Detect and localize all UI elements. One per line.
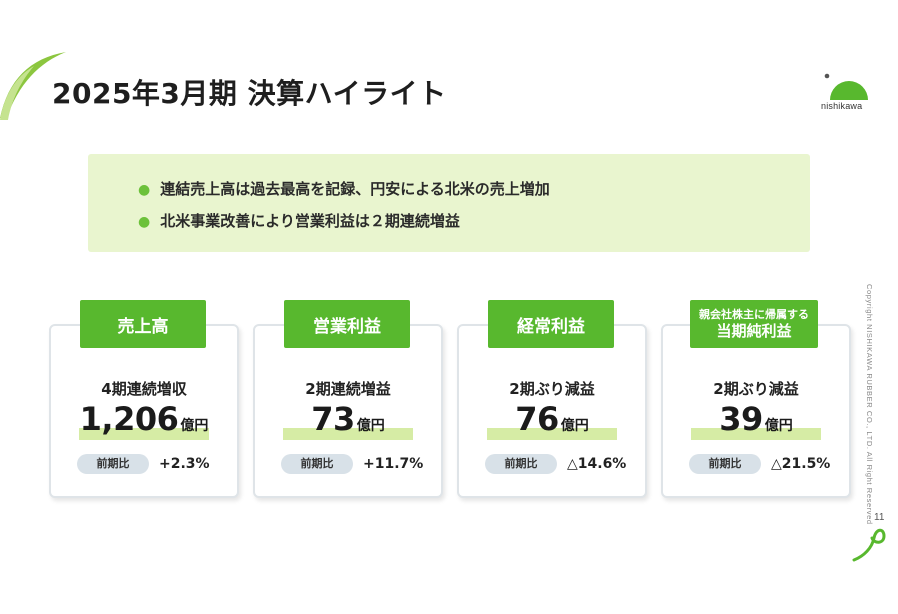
highlights-panel: ● 連結売上高は過去最高を記録、円安による北米の売上増加 ● 北米事業改善により営業… xyxy=(88,154,810,252)
kpi-card-operating-income: 2期連続増益 73 億円 前期比 +11.7% xyxy=(253,324,443,498)
card-tab-operating-income: 営業利益 xyxy=(284,300,410,348)
kpi-card-net-income: 2期ぶり減益 39 億円 前期比 △21.5% xyxy=(661,324,851,498)
card-unit: 億円 xyxy=(560,418,589,434)
swirl-decoration xyxy=(852,528,886,562)
highlight-item: ● 北米事業改善により営業利益は２期連続増益 xyxy=(138,210,460,231)
yoy-label-pill: 前期比 xyxy=(689,454,761,474)
value-underline xyxy=(487,428,617,440)
yoy-value: +2.3% xyxy=(159,456,210,472)
card-tab-label: 売上高 xyxy=(117,316,169,337)
nishikawa-logo xyxy=(824,73,868,100)
card-unit: 億円 xyxy=(356,418,385,434)
yoy-label-pill: 前期比 xyxy=(281,454,353,474)
highlight-item: ● 連結売上高は過去最高を記録、円安による北米の売上増加 xyxy=(138,178,550,199)
logo-text: nishikawa xyxy=(821,101,863,111)
card-big-value: 39 xyxy=(719,400,763,438)
corner-swoosh-decoration xyxy=(0,52,66,120)
page-title: 2025年3月期 決算ハイライト xyxy=(52,77,447,110)
card-value: 1,206 億円 xyxy=(51,400,237,440)
card-unit: 億円 xyxy=(764,418,793,434)
card-tab-net-income: 親会社株主に帰属する 当期純利益 xyxy=(690,300,818,348)
card-value: 73 億円 xyxy=(255,400,441,440)
value-underline xyxy=(79,428,209,440)
card-big-value: 76 xyxy=(515,400,559,438)
card-big-value: 1,206 xyxy=(79,400,179,438)
card-tab-label: 経常利益 xyxy=(517,316,585,337)
card-tab-label: 営業利益 xyxy=(313,316,381,337)
highlight-text: 北米事業改善により営業利益は２期連続増益 xyxy=(160,212,460,230)
copyright-text: Copyright NISHIKAWA RUBBER CO., LTD. All… xyxy=(865,284,874,525)
kpi-card-net-sales: 4期連続増収 1,206 億円 前期比 +2.3% xyxy=(49,324,239,498)
yoy-value: +11.7% xyxy=(363,456,424,472)
card-tab-sublabel: 親会社株主に帰属する xyxy=(699,307,809,321)
page-number: 11 xyxy=(874,512,885,523)
kpi-card-ordinary-income: 2期ぶり減益 76 億円 前期比 △14.6% xyxy=(457,324,647,498)
card-value: 39 億円 xyxy=(663,400,849,440)
highlight-text: 連結売上高は過去最高を記録、円安による北米の売上増加 xyxy=(160,180,550,198)
yoy-value: △21.5% xyxy=(771,456,831,472)
bullet-dot-icon: ● xyxy=(138,182,151,198)
yoy-label-pill: 前期比 xyxy=(77,454,149,474)
card-subtitle: 4期連続増収 xyxy=(101,380,187,398)
value-underline xyxy=(283,428,413,440)
card-value: 76 億円 xyxy=(459,400,645,440)
card-tab-net-sales: 売上高 xyxy=(80,300,206,348)
yoy-value: △14.6% xyxy=(567,456,627,472)
card-tab-ordinary-income: 経常利益 xyxy=(488,300,614,348)
yoy-label-pill: 前期比 xyxy=(485,454,557,474)
card-subtitle: 2期ぶり減益 xyxy=(713,380,799,398)
card-big-value: 73 xyxy=(311,400,355,438)
card-subtitle: 2期連続増益 xyxy=(305,380,391,398)
card-tab-label: 当期純利益 xyxy=(716,321,792,340)
value-underline xyxy=(691,428,821,440)
card-unit: 億円 xyxy=(180,418,209,434)
bullet-dot-icon: ● xyxy=(138,214,151,230)
card-subtitle: 2期ぶり減益 xyxy=(509,380,595,398)
